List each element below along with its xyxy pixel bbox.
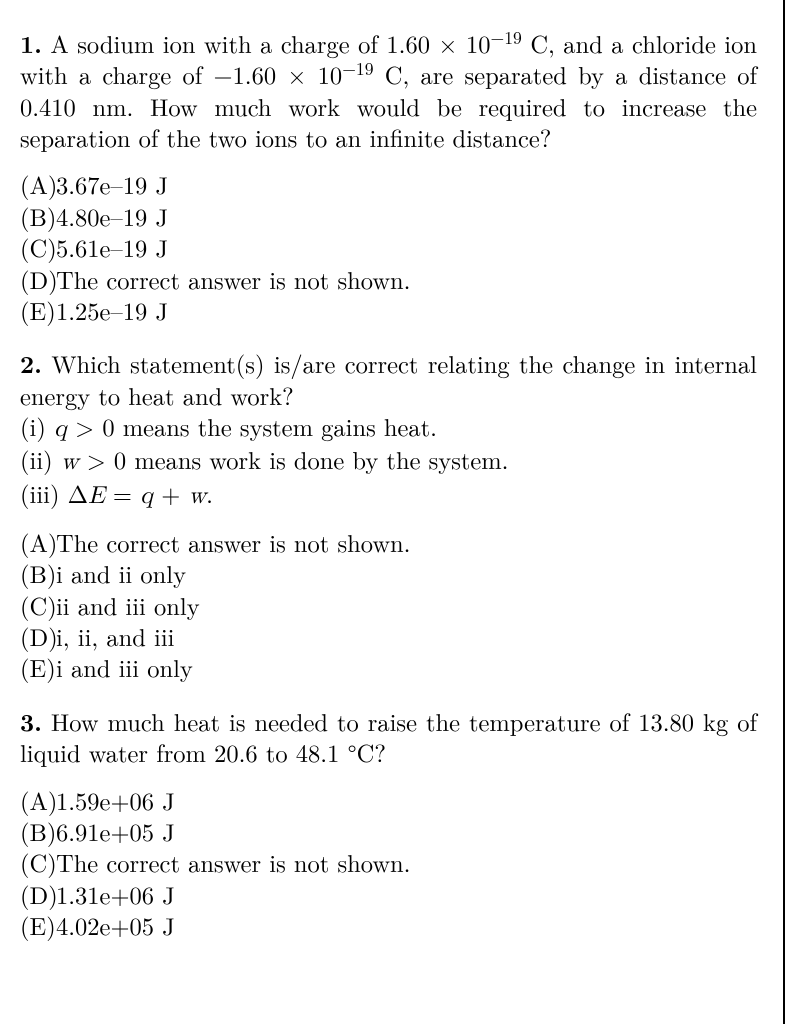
option-1e: (E)1.25e–19 J bbox=[20, 295, 757, 326]
option-3c: (C)The correct answer is not shown. bbox=[20, 847, 757, 878]
question-2-options: (A)The correct answer is not shown. (B)i… bbox=[20, 527, 757, 684]
question-1: 1. A sodium ion with a charge of 1.60 × … bbox=[20, 28, 757, 326]
option-1c: (C)5.61e–19 J bbox=[20, 232, 757, 263]
substatement-ii: (ii) w > 0 means work is done by the sys… bbox=[20, 444, 757, 477]
question-3-body: How much heat is needed to raise the tem… bbox=[20, 704, 757, 770]
question-2: 2. Which statement(s) is/are correct rel… bbox=[20, 348, 757, 684]
question-3: 3. How much heat is needed to raise the … bbox=[20, 706, 757, 942]
question-1-number: 1. bbox=[20, 26, 42, 61]
question-1-body: A sodium ion with a charge of 1.60 × 10−… bbox=[20, 26, 757, 155]
option-3a: (A)1.59e+06 J bbox=[20, 785, 757, 816]
question-2-substatements: (i) q > 0 means the system gains heat. (… bbox=[20, 411, 757, 511]
question-3-text: 3. How much heat is needed to raise the … bbox=[20, 706, 757, 769]
option-3d: (D)1.31e+06 J bbox=[20, 879, 757, 910]
option-1d: (D)The correct answer is not shown. bbox=[20, 264, 757, 295]
question-2-number: 2. bbox=[20, 346, 42, 381]
option-3b: (B)6.91e+05 J bbox=[20, 816, 757, 847]
option-2a: (A)The correct answer is not shown. bbox=[20, 527, 757, 558]
question-3-number: 3. bbox=[20, 704, 42, 739]
substatement-i: (i) q > 0 means the system gains heat. bbox=[20, 411, 757, 444]
option-1b: (B)4.80e–19 J bbox=[20, 201, 757, 232]
substatement-iii: (iii) ΔE = q + w. bbox=[20, 478, 757, 511]
question-1-options: (A)3.67e–19 J (B)4.80e–19 J (C)5.61e–19 … bbox=[20, 169, 757, 326]
question-2-text: 2. Which statement(s) is/are correct rel… bbox=[20, 348, 757, 411]
question-2-body: Which statement(s) is/are correct relati… bbox=[20, 346, 757, 412]
option-1a: (A)3.67e–19 J bbox=[20, 169, 757, 200]
option-2c: (C)ii and iii only bbox=[20, 590, 757, 621]
option-3e: (E)4.02e+05 J bbox=[20, 910, 757, 941]
question-1-text: 1. A sodium ion with a charge of 1.60 × … bbox=[20, 28, 757, 153]
option-2e: (E)i and iii only bbox=[20, 652, 757, 683]
question-3-options: (A)1.59e+06 J (B)6.91e+05 J (C)The corre… bbox=[20, 785, 757, 942]
option-2b: (B)i and ii only bbox=[20, 558, 757, 589]
page: 1. A sodium ion with a charge of 1.60 × … bbox=[0, 0, 785, 1024]
option-2d: (D)i, ii, and iii bbox=[20, 621, 757, 652]
